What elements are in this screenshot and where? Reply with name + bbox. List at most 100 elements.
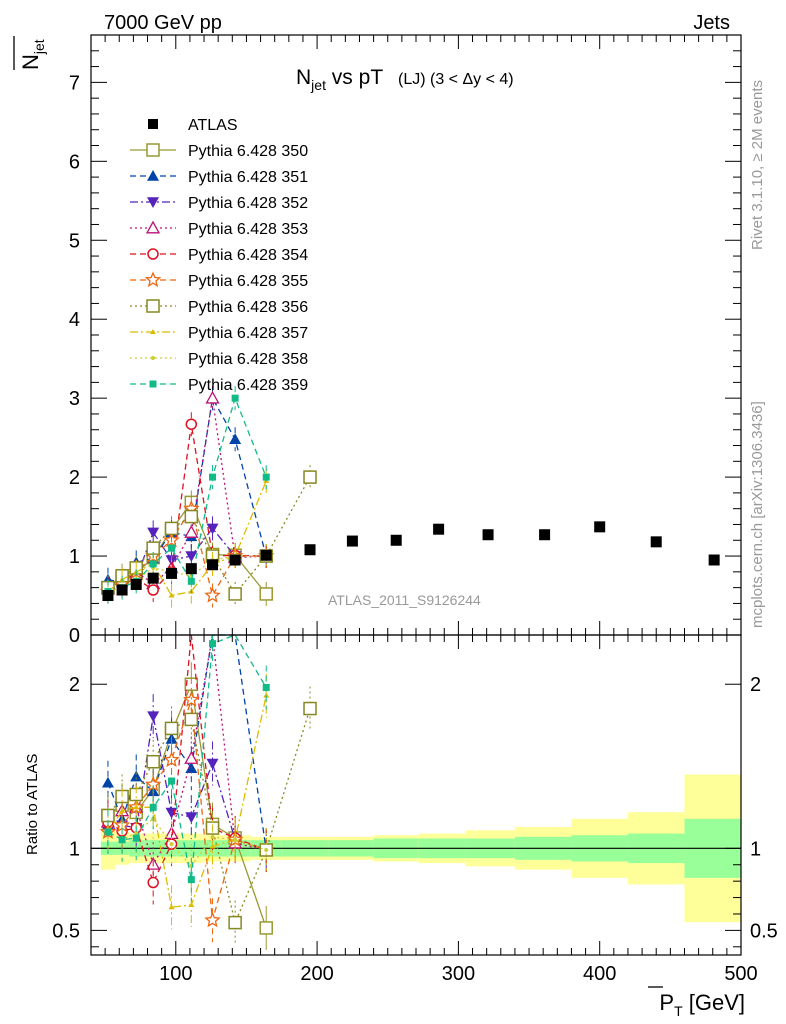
legend-label: Pythia 6.428 353 (188, 221, 308, 238)
series-marker (259, 587, 273, 601)
series-marker (229, 433, 242, 445)
y-tick-label: 6 (69, 151, 80, 173)
series-marker (204, 586, 221, 603)
ratio-series-marker (149, 803, 157, 811)
reference-marker (346, 535, 358, 547)
legend-label: Pythia 6.428 359 (188, 377, 308, 394)
ratio-series-marker (262, 683, 270, 691)
legend-label: Pythia 6.428 358 (188, 351, 308, 368)
ratio-series-marker (303, 701, 317, 716)
ratio-series-marker (147, 711, 160, 723)
y-tick-label: 0 (69, 625, 80, 647)
ratio-series-marker (185, 812, 198, 824)
ratio-y-tick-label-right: 0.5 (750, 920, 778, 942)
ratio-y-tick-label: 2 (69, 674, 80, 696)
legend-marker (147, 248, 159, 260)
ratio-y-tick-label: 1 (69, 838, 80, 860)
reference-marker (102, 590, 114, 602)
ratio-series-line (107, 708, 311, 925)
legend-label: Pythia 6.428 354 (188, 247, 308, 264)
ratio-series-line (107, 634, 267, 866)
ratio-series-marker (168, 904, 175, 910)
series-marker (184, 509, 199, 524)
reference-marker (304, 544, 316, 556)
ratio-data-layer (99, 634, 317, 950)
series-marker (185, 418, 198, 430)
ratio-series-marker (263, 692, 270, 698)
legend-marker (150, 329, 156, 334)
ratio-series-line (107, 699, 267, 921)
legend-marker (147, 197, 159, 208)
series-marker (205, 390, 220, 404)
ratio-series-marker (101, 776, 114, 788)
ratio-series-line (107, 634, 267, 880)
reference-marker (433, 523, 445, 535)
reference-marker (207, 559, 219, 571)
y-tick-label: 1 (69, 546, 80, 568)
series-marker (168, 592, 175, 598)
series-marker (147, 527, 160, 539)
series-marker (168, 544, 176, 552)
legend-marker (151, 356, 155, 360)
legend: ATLAS Pythia 6.428 350 Pythia 6.428 351 Pyt… (130, 117, 308, 394)
legend-label: Pythia 6.428 356 (188, 299, 308, 316)
mcplots-reference-text: mcplots.cern.ch [arXiv:1306.3436] (749, 401, 766, 628)
reference-marker (116, 584, 128, 596)
ratio-y-tick-label-right: 2 (750, 674, 761, 696)
y-tick-label: 3 (69, 388, 80, 410)
ratio-series-marker (104, 828, 112, 836)
x-tick-label: 200 (300, 963, 333, 985)
reference-marker (260, 549, 272, 561)
reference-marker (594, 521, 606, 533)
legend-label: Pythia 6.428 350 (188, 143, 308, 160)
legend-marker (145, 220, 161, 234)
series-line (107, 424, 267, 591)
header-right: Jets (693, 12, 730, 34)
ratio-series-marker (187, 876, 195, 884)
legend-label: Pythia 6.428 352 (188, 195, 308, 212)
ratio-series-line (107, 695, 267, 908)
series-marker (164, 521, 179, 536)
plot-title-region: (LJ) (3 < Δy < 4) (398, 71, 514, 88)
ratio-band-layer (91, 774, 741, 923)
y-tick-label: 7 (69, 72, 80, 94)
legend-marker (148, 119, 158, 129)
reference-marker (708, 554, 720, 566)
series-line (107, 476, 311, 596)
ratio-series-marker (133, 804, 140, 810)
series-marker (185, 551, 198, 563)
legend-label: Pythia 6.428 351 (188, 169, 308, 186)
ratio-series-marker (118, 836, 126, 844)
ratio-series-marker (210, 835, 215, 840)
reference-marker (166, 567, 178, 579)
ratio-series-marker (119, 807, 126, 813)
series-line (107, 398, 267, 590)
ratio-series-marker (206, 758, 219, 770)
reference-marker (229, 554, 241, 566)
legend-label: Pythia 6.428 355 (188, 273, 308, 290)
legend-marker (149, 380, 157, 388)
ratio-series-marker (264, 847, 269, 852)
series-marker (147, 584, 159, 596)
legend-marker (147, 170, 159, 181)
ratio-series-marker (228, 915, 242, 930)
ratio-y-axis-label: Ratio to ATLAS (24, 754, 41, 855)
y-tick-label: 2 (69, 467, 80, 489)
ratio-series-marker (184, 751, 199, 764)
x-tick-label: 100 (159, 963, 192, 985)
rivet-version-text: Rivet 3.1.10, ≥ 2M events (749, 80, 766, 250)
ratio-series-marker (130, 770, 143, 782)
ratio-y-tick-label: 0.5 (52, 920, 80, 942)
legend-label: Pythia 6.428 357 (188, 325, 308, 342)
main-data-layer (99, 386, 720, 608)
x-axis-label: PT [GeV] (659, 990, 745, 1019)
reference-marker (130, 578, 142, 590)
y-tick-label: 4 (69, 309, 80, 331)
analysis-tag: ATLAS_2011_S9126244 (328, 592, 481, 608)
series-line (107, 480, 267, 597)
reference-marker (185, 563, 197, 575)
ratio-series-marker (169, 842, 174, 847)
ratio-series-marker (188, 901, 195, 907)
ratio-series-marker (168, 777, 176, 785)
